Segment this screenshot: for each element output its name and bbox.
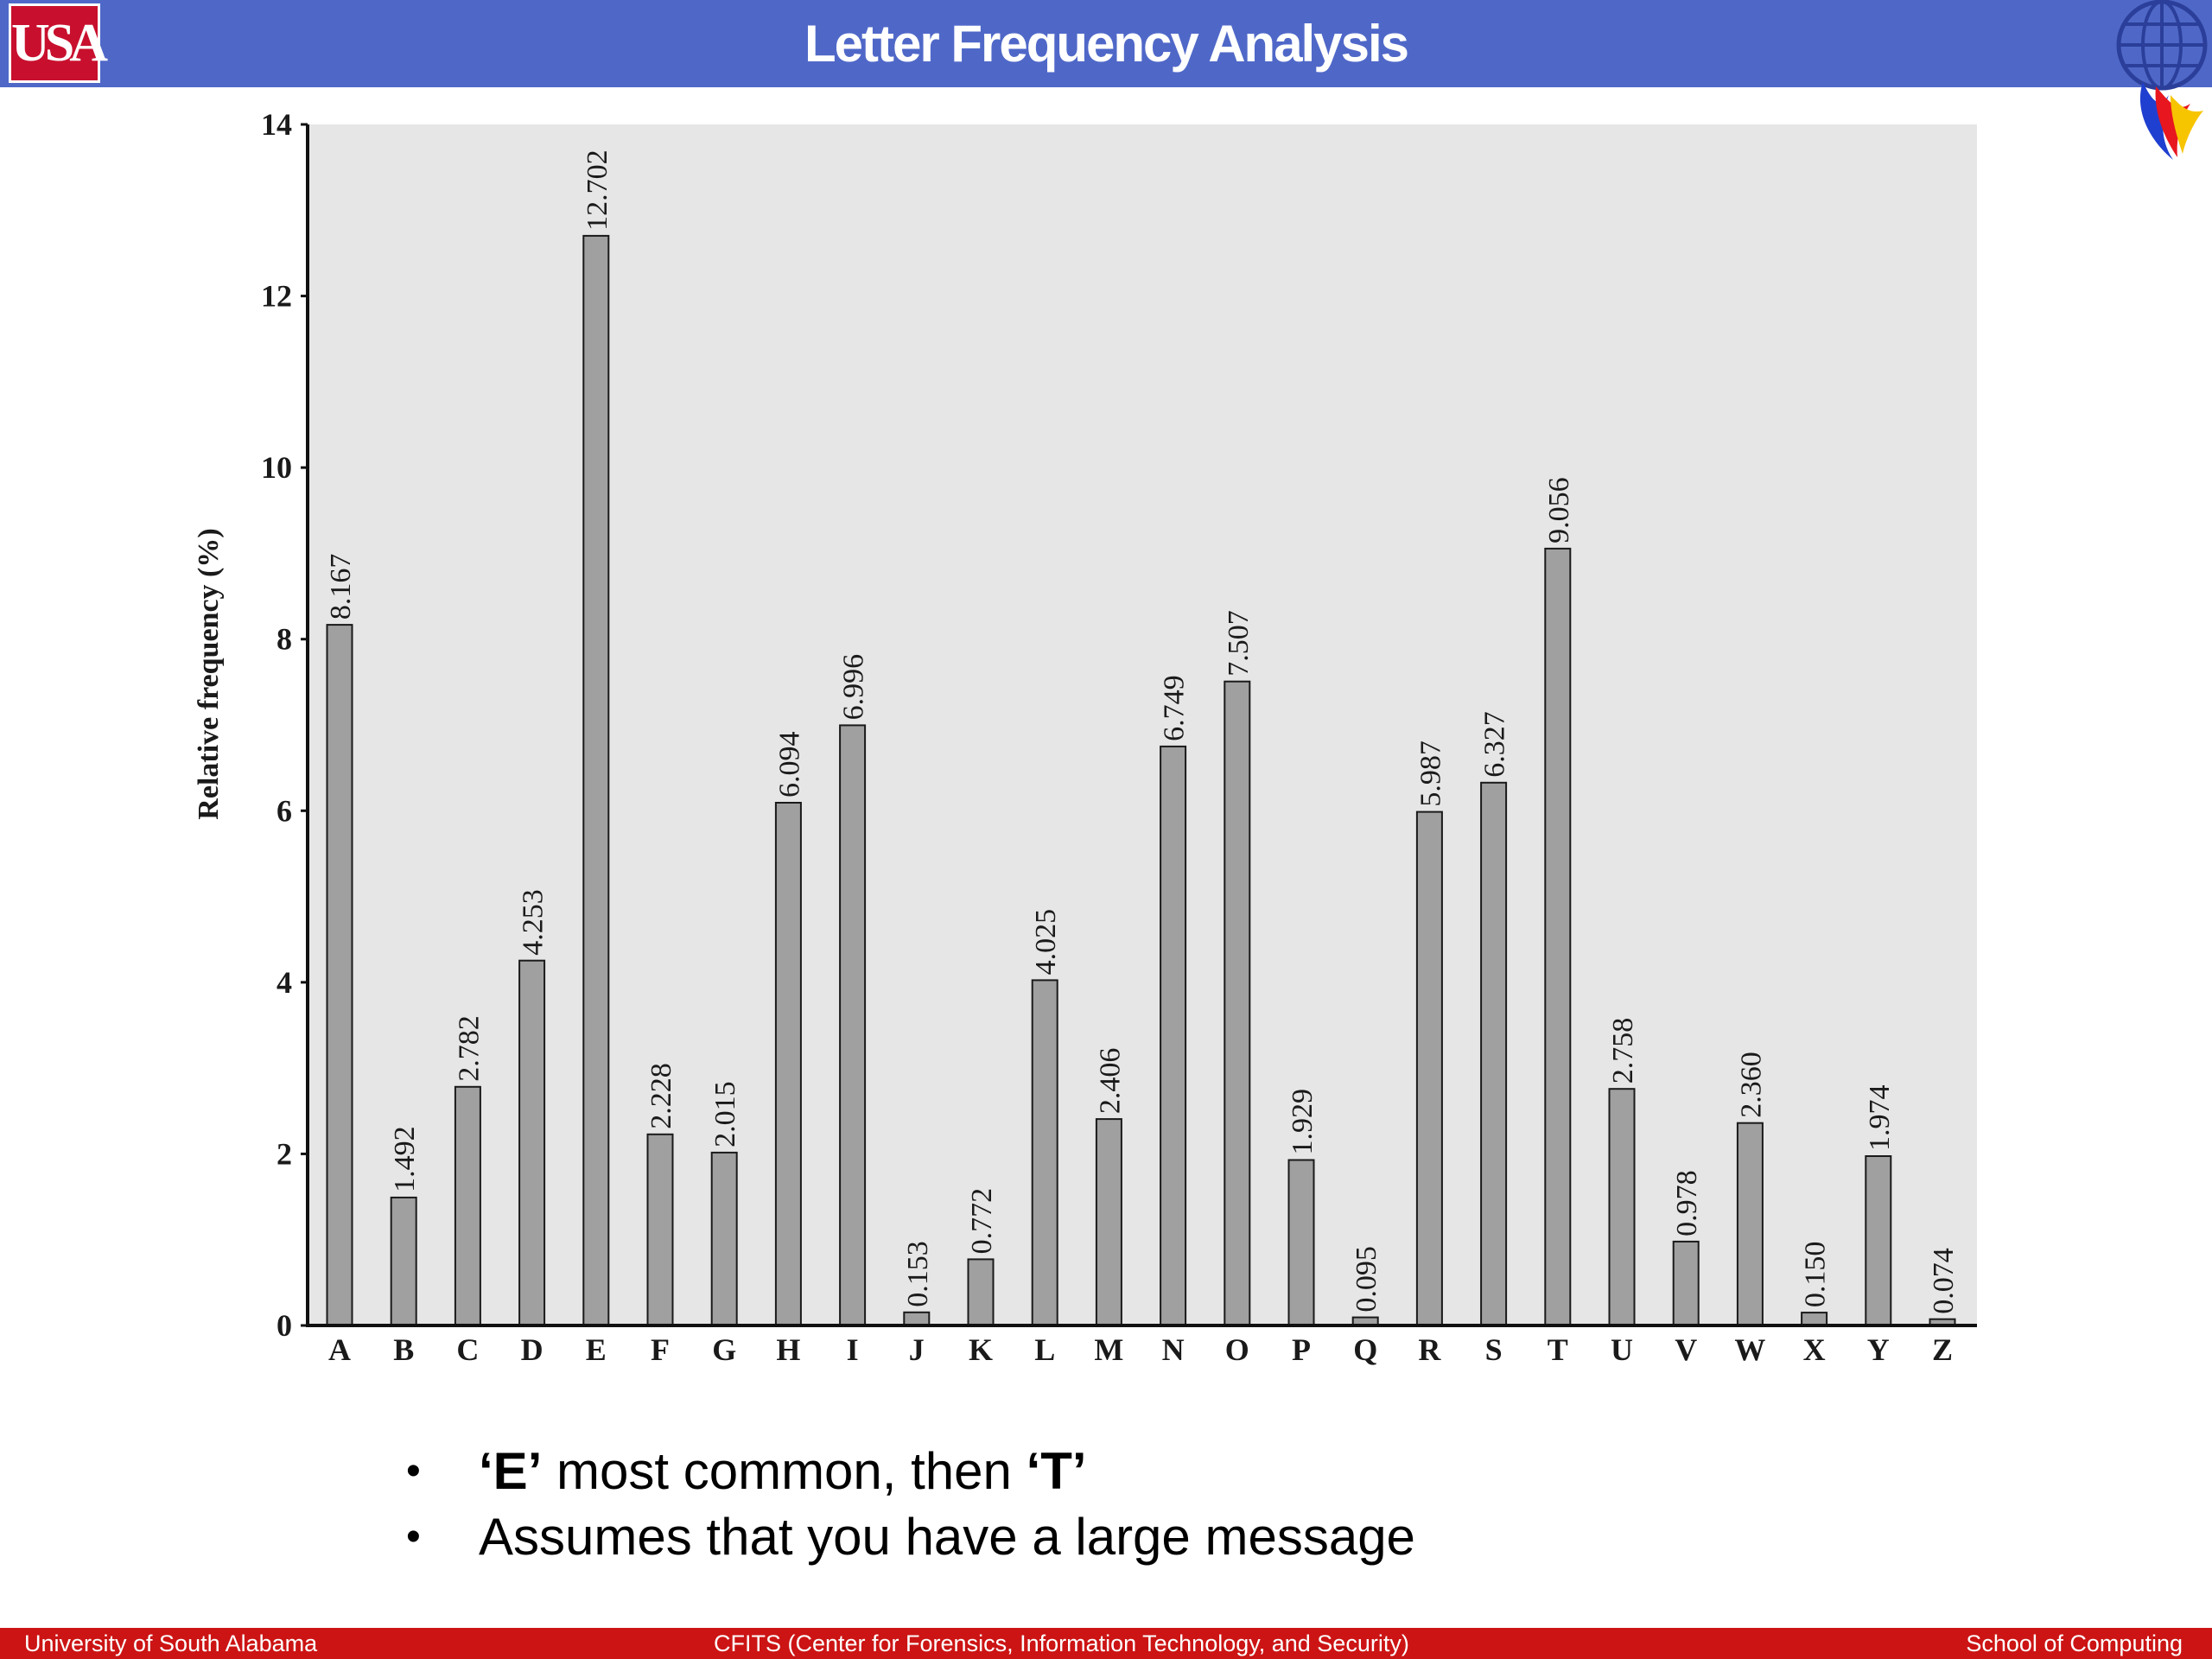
bar-s bbox=[1480, 781, 1508, 1326]
x-tick-label-d: D bbox=[521, 1332, 543, 1367]
bar-j bbox=[903, 1311, 931, 1327]
value-label-v: 0.978 bbox=[1671, 1170, 1703, 1236]
bar-x bbox=[1801, 1312, 1828, 1326]
x-tick-label-z: Z bbox=[1932, 1332, 1953, 1367]
value-label-d: 4.253 bbox=[518, 889, 550, 956]
value-label-l: 4.025 bbox=[1030, 909, 1062, 976]
bar-l bbox=[1031, 979, 1058, 1327]
bar-g bbox=[710, 1151, 738, 1327]
bullet-item: Assumes that you have a large message bbox=[406, 1504, 1415, 1570]
x-tick-label-o: O bbox=[1225, 1332, 1249, 1367]
y-tick-label: 14 bbox=[261, 107, 292, 142]
x-tick-label-k: K bbox=[969, 1332, 993, 1367]
bullet-list: ‘E’ most common, then ‘T’ Assumes that y… bbox=[406, 1439, 1415, 1570]
bar-h bbox=[774, 802, 802, 1326]
x-tick-label-f: F bbox=[651, 1332, 670, 1367]
value-label-s: 6.327 bbox=[1479, 711, 1511, 778]
value-label-c: 2.782 bbox=[453, 1015, 485, 1082]
bar-i bbox=[839, 724, 867, 1326]
bar-f bbox=[646, 1133, 674, 1327]
value-label-e: 12.702 bbox=[582, 149, 613, 231]
x-tick-label-g: G bbox=[712, 1332, 736, 1367]
bar-d bbox=[518, 959, 546, 1326]
x-tick-label-x: X bbox=[1803, 1332, 1826, 1367]
bar-o bbox=[1224, 680, 1251, 1326]
header-bar: USA Letter Frequency Analysis bbox=[0, 0, 2212, 87]
value-label-y: 1.974 bbox=[1864, 1085, 1896, 1152]
bar-b bbox=[390, 1196, 417, 1327]
value-label-k: 0.772 bbox=[966, 1188, 998, 1255]
x-tick-label-a: A bbox=[328, 1332, 351, 1367]
bullet-item: ‘E’ most common, then ‘T’ bbox=[406, 1439, 1415, 1504]
letter-frequency-chart: 8.167 1.492 2.782 4.253 12.702 2.228 2.015 6.09… bbox=[193, 107, 1977, 1367]
x-tick-label-j: J bbox=[909, 1332, 925, 1367]
x-tick-label-n: N bbox=[1162, 1332, 1185, 1367]
value-label-i: 6.996 bbox=[838, 654, 870, 721]
bar-c bbox=[454, 1085, 481, 1327]
x-tick-label-h: H bbox=[776, 1332, 800, 1367]
usa-logo: USA bbox=[9, 3, 108, 83]
x-tick-label-b: B bbox=[393, 1332, 414, 1367]
x-tick-label-c: C bbox=[456, 1332, 479, 1367]
y-tick-label: 8 bbox=[276, 622, 292, 657]
bar-a bbox=[326, 624, 353, 1326]
x-tick-label-m: M bbox=[1094, 1332, 1123, 1367]
value-label-p: 1.929 bbox=[1287, 1089, 1319, 1155]
x-tick-label-v: V bbox=[1675, 1332, 1697, 1367]
plot-background bbox=[308, 124, 1977, 1325]
footer-right: School of Computing bbox=[1966, 1630, 2183, 1656]
value-label-j: 0.153 bbox=[902, 1241, 934, 1307]
footer-left: University of South Alabama bbox=[24, 1630, 318, 1656]
bar-r bbox=[1415, 810, 1443, 1326]
y-axis-label: Relative frequency (%) bbox=[193, 528, 225, 819]
value-label-x: 0.150 bbox=[1800, 1242, 1832, 1308]
value-label-o: 7.507 bbox=[1223, 610, 1255, 677]
bar-k bbox=[967, 1258, 995, 1327]
bar-n bbox=[1160, 745, 1187, 1326]
x-tick-label-q: Q bbox=[1353, 1332, 1377, 1367]
value-label-a: 8.167 bbox=[325, 554, 357, 620]
x-tick-label-r: R bbox=[1418, 1332, 1441, 1367]
bar-y bbox=[1865, 1155, 1892, 1326]
value-label-h: 6.094 bbox=[773, 732, 805, 798]
value-label-m: 2.406 bbox=[1094, 1048, 1126, 1115]
value-label-f: 2.228 bbox=[645, 1063, 677, 1129]
value-label-n: 6.749 bbox=[1159, 675, 1191, 741]
x-tick-label-p: P bbox=[1292, 1332, 1311, 1367]
bar-u bbox=[1608, 1088, 1636, 1326]
x-tick-label-e: E bbox=[586, 1332, 607, 1367]
slide-title: Letter Frequency Analysis bbox=[804, 15, 1409, 73]
bar-w bbox=[1736, 1122, 1764, 1326]
y-tick-label: 12 bbox=[261, 279, 292, 314]
bar-e bbox=[582, 234, 610, 1326]
x-tick-label-l: L bbox=[1034, 1332, 1055, 1367]
y-tick-label: 4 bbox=[276, 965, 292, 1000]
y-tick-label: 10 bbox=[261, 450, 292, 485]
value-label-w: 2.360 bbox=[1735, 1052, 1767, 1118]
value-label-u: 2.758 bbox=[1607, 1018, 1639, 1084]
x-tick-label-u: U bbox=[1611, 1332, 1633, 1367]
value-label-g: 2.015 bbox=[709, 1081, 741, 1147]
value-label-r: 5.987 bbox=[1414, 741, 1446, 807]
value-label-z: 0.074 bbox=[1928, 1248, 1960, 1314]
y-tick-label: 0 bbox=[276, 1308, 292, 1343]
x-tick-label-w: W bbox=[1734, 1332, 1765, 1367]
value-label-t: 9.056 bbox=[1543, 477, 1575, 543]
value-label-q: 0.095 bbox=[1351, 1246, 1382, 1313]
globe-flame-icon bbox=[2116, 0, 2208, 160]
footer-bar: University of South Alabama CFITS (Cente… bbox=[0, 1628, 2212, 1659]
footer-center: CFITS (Center for Forensics, Information… bbox=[714, 1630, 1409, 1656]
bar-v bbox=[1672, 1240, 1700, 1327]
x-tick-label-t: T bbox=[1548, 1332, 1568, 1367]
y-tick-label: 2 bbox=[276, 1136, 292, 1171]
bar-m bbox=[1095, 1118, 1122, 1326]
bar-t bbox=[1544, 547, 1572, 1326]
x-tick-label-i: I bbox=[847, 1332, 859, 1367]
x-tick-label-s: S bbox=[1485, 1332, 1503, 1367]
x-tick-label-y: Y bbox=[1867, 1332, 1890, 1367]
value-label-b: 1.492 bbox=[389, 1126, 421, 1192]
y-tick-label: 6 bbox=[276, 793, 292, 828]
bar-p bbox=[1287, 1159, 1315, 1326]
